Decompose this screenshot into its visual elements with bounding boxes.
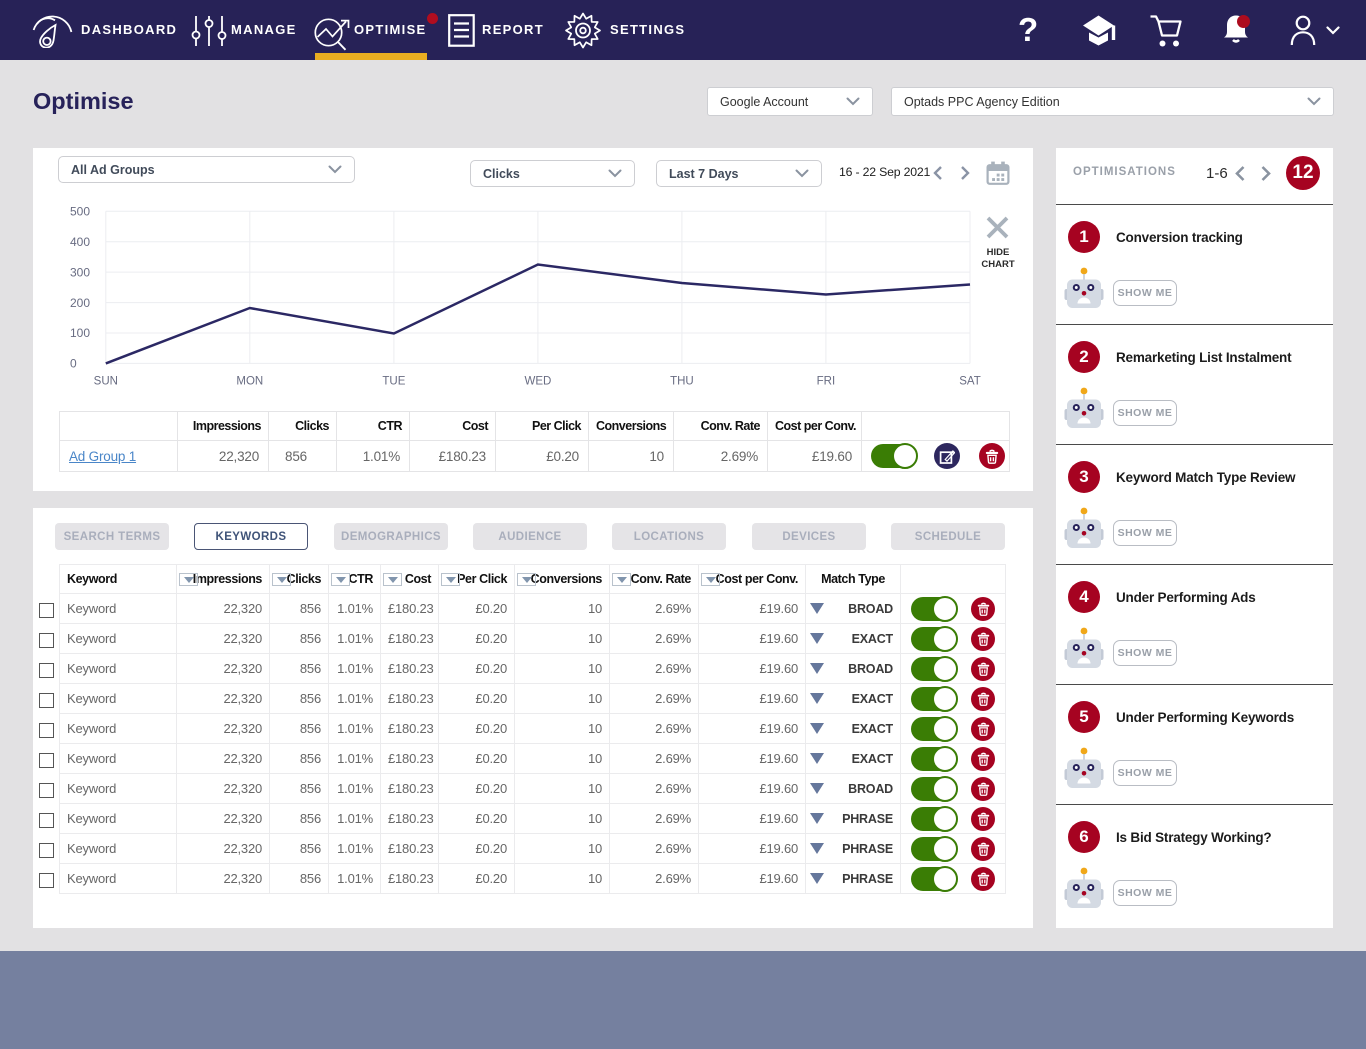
- svg-text:SAT: SAT: [959, 376, 981, 388]
- svg-text:200: 200: [70, 296, 90, 310]
- svg-text:WED: WED: [524, 376, 551, 388]
- svg-text:THU: THU: [670, 376, 694, 388]
- svg-text:100: 100: [70, 326, 90, 340]
- svg-text:400: 400: [70, 235, 90, 249]
- svg-text:MON: MON: [236, 376, 263, 388]
- svg-text:TUE: TUE: [382, 376, 405, 388]
- svg-text:0: 0: [70, 357, 77, 371]
- svg-text:300: 300: [70, 265, 90, 279]
- svg-text:FRI: FRI: [817, 376, 836, 388]
- svg-text:SUN: SUN: [94, 376, 118, 388]
- svg-text:500: 500: [70, 205, 90, 219]
